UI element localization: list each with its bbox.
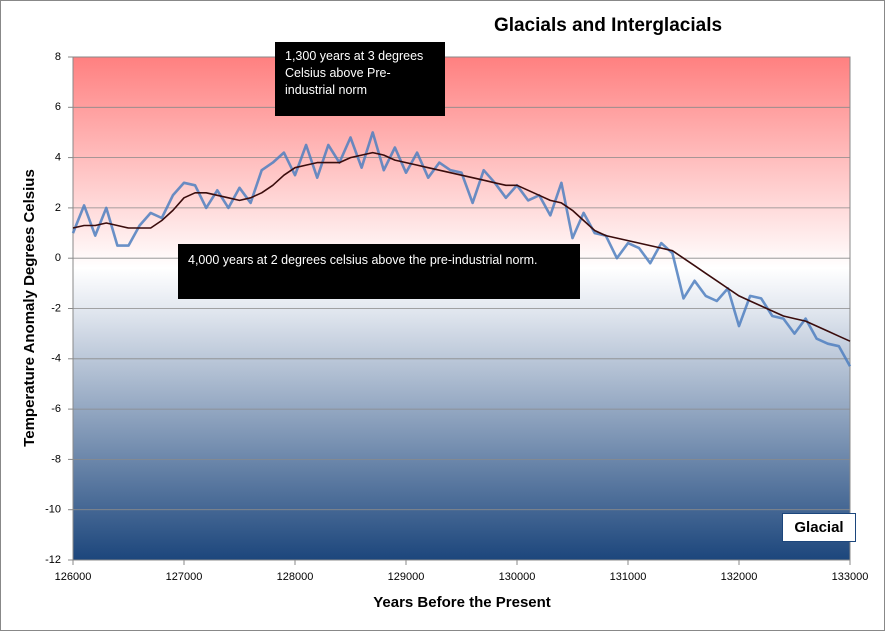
y-tick-label: -2 xyxy=(51,302,61,314)
x-tick-label: 128000 xyxy=(277,571,314,583)
y-tick-label: 6 xyxy=(55,101,61,113)
y-tick-label: -10 xyxy=(45,504,61,516)
x-tick-label: 129000 xyxy=(388,571,425,583)
y-tick-label: 2 xyxy=(55,202,61,214)
chart-title: Glacials and Interglacials xyxy=(494,15,722,36)
y-tick-label: 0 xyxy=(55,252,61,264)
y-tick-label: -6 xyxy=(51,403,61,415)
x-tick-label: 127000 xyxy=(166,571,203,583)
y-tick-label: 8 xyxy=(55,51,61,63)
annotation: 1,300 years at 3 degrees Celsius above P… xyxy=(275,42,445,116)
x-tick-label: 133000 xyxy=(832,571,869,583)
x-axis-label: Years Before the Present xyxy=(373,594,551,611)
y-tick-label: -12 xyxy=(45,554,61,566)
annotation: 4,000 years at 2 degrees celsius above t… xyxy=(178,244,580,299)
series-line xyxy=(72,151,851,342)
x-tick-label: 131000 xyxy=(610,571,647,583)
x-tick-label: 132000 xyxy=(721,571,758,583)
y-tick-label: -4 xyxy=(51,353,61,365)
y-axis-label: Temperature Anomaly Degrees Celsius xyxy=(21,169,38,447)
plot-border xyxy=(72,56,851,561)
y-tick-label: -8 xyxy=(51,453,61,465)
x-tick-label: 130000 xyxy=(499,571,536,583)
annotation: Glacial xyxy=(782,513,856,542)
series-line xyxy=(71,131,852,367)
x-tick-label: 126000 xyxy=(55,571,92,583)
y-tick-label: 4 xyxy=(55,152,61,164)
